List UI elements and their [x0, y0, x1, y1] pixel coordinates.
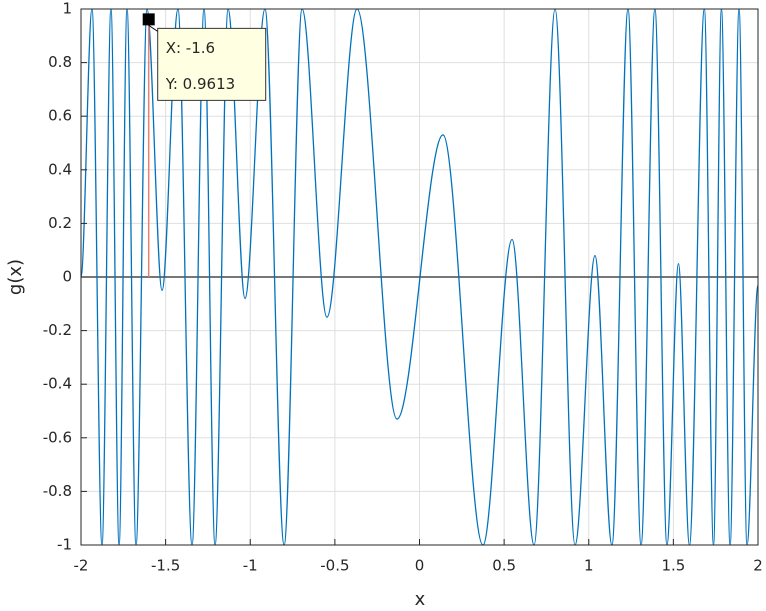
plot: [80, 8, 759, 546]
x-tick-label: -1: [243, 557, 258, 575]
x-tick-label: -1.5: [151, 557, 180, 575]
datatip-marker: [142, 13, 155, 26]
y-tick-label: -0.8: [43, 482, 72, 500]
y-tick-label: 0.8: [48, 53, 72, 71]
y-tick-label: -0.2: [43, 321, 72, 339]
datatip: X: -1.6 Y: 0.9613: [142, 13, 267, 277]
x-tick-label: -0.5: [320, 557, 349, 575]
x-tick-label: 2: [753, 557, 763, 575]
x-axis-label: x: [415, 589, 426, 610]
y-tick-label: 0: [62, 268, 72, 286]
x-tick-label: 0.5: [492, 557, 516, 575]
curve: [80, 8, 759, 546]
y-tick-label: 0.2: [48, 214, 72, 232]
y-tick-label: -0.6: [43, 428, 72, 446]
y-tick-label: 1: [62, 0, 72, 18]
y-axis-label: g(x): [5, 259, 26, 295]
datatip-x: X: -1.6: [166, 39, 215, 57]
y-tick-label: -0.4: [43, 375, 72, 393]
datatip-y: Y: 0.9613: [165, 75, 235, 93]
datatip-pointer: [148, 24, 158, 32]
y-tick-label: -1: [57, 536, 72, 554]
y-tick-label: 0.6: [48, 107, 72, 125]
x-tick-label: 1.5: [661, 557, 685, 575]
y-tick-label: 0.4: [48, 160, 72, 178]
x-tick-label: 0: [415, 557, 425, 575]
x-tick-label: -2: [74, 557, 89, 575]
datatip-box: [157, 27, 267, 101]
x-tick-label: 1: [584, 557, 594, 575]
